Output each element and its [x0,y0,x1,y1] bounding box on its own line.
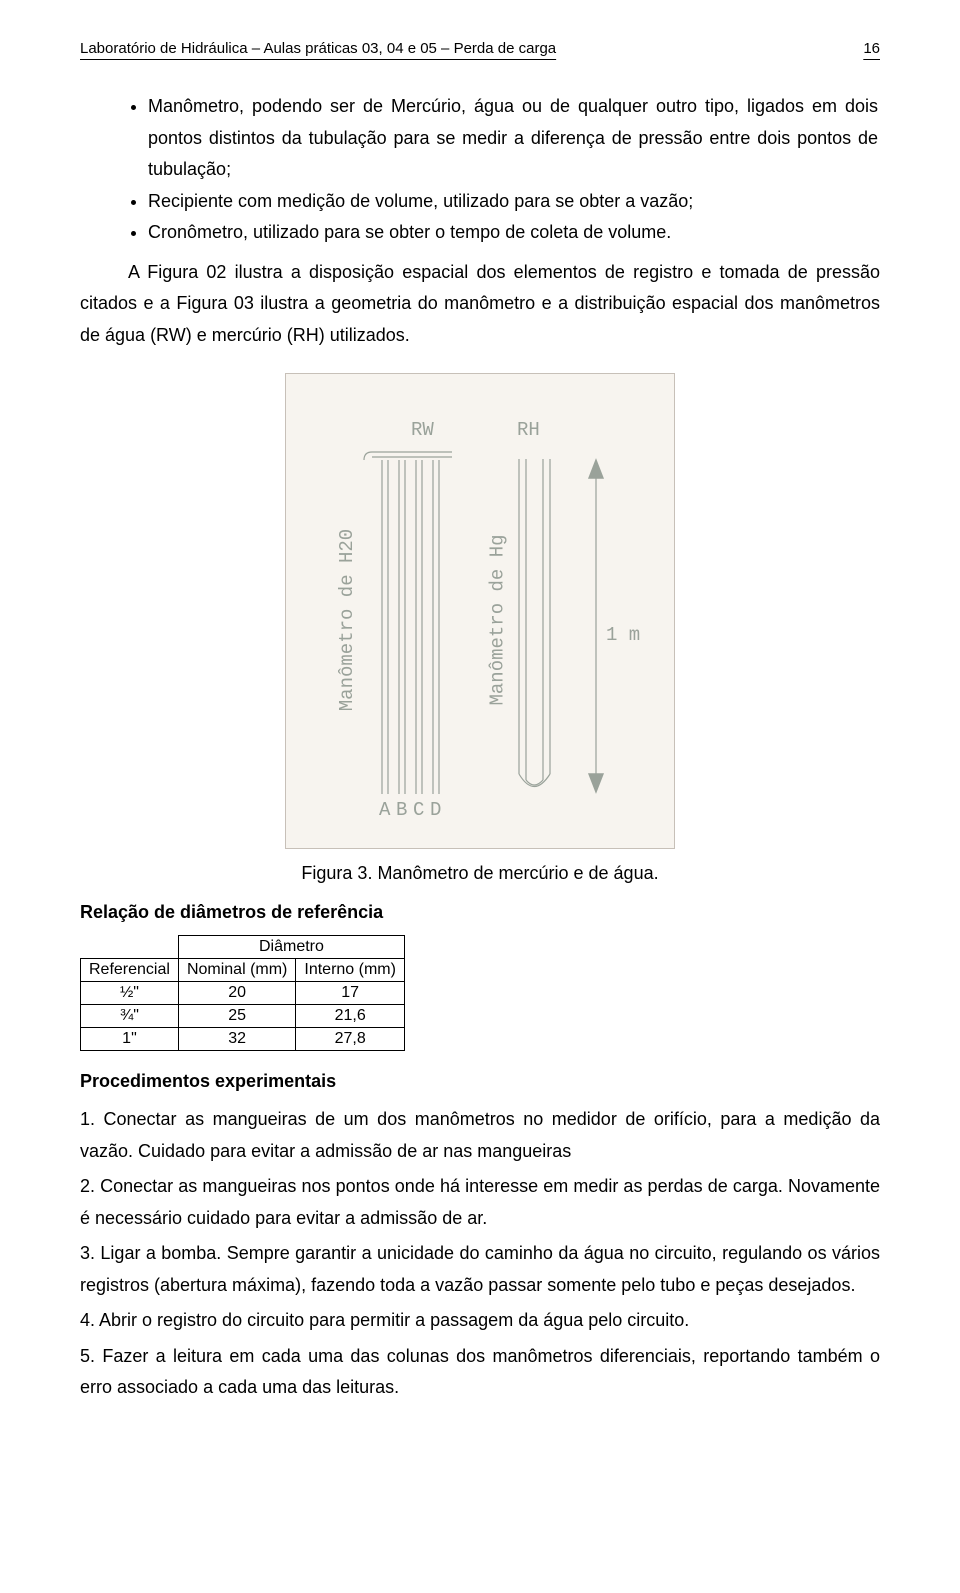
figure-bottom-letter-b: B [396,799,407,821]
procedure-item: 1. Conectar as mangueiras de um dos manô… [80,1104,880,1167]
figure-wrap: RW RH Manômetro de H20 Manômetro de Hg 1… [80,373,880,849]
section-title-procedures: Procedimentos experimentais [80,1071,880,1092]
figure-svg [286,374,674,848]
table-row: ¾" 25 21,6 [81,1005,405,1028]
table-cell: 17 [296,982,405,1005]
section-title-diameters: Relação de diâmetros de referência [80,902,880,923]
procedure-item: 4. Abrir o registro do circuito para per… [80,1305,880,1337]
table-col-header: Nominal (mm) [178,959,295,982]
body-paragraph: A Figura 02 ilustra a disposição espacia… [80,257,880,352]
procedure-item: 2. Conectar as mangueiras nos pontos ond… [80,1171,880,1234]
page-header: Laboratório de Hidráulica – Aulas prátic… [80,40,880,63]
procedure-item: 5. Fazer a leitura em cada uma das colun… [80,1341,880,1404]
table-top-header: Diâmetro [178,936,404,959]
bullet-item: Manômetro, podendo ser de Mercúrio, água… [148,91,880,186]
page-container: Laboratório de Hidráulica – Aulas prátic… [0,0,960,1468]
table-cell: 25 [178,1005,295,1028]
figure-bottom-letter-a: A [379,799,390,821]
table-cell: ¾" [81,1005,179,1028]
table-cell: 1" [81,1028,179,1051]
header-page-number: 16 [863,40,880,57]
table-cell: 27,8 [296,1028,405,1051]
table-cell: 32 [178,1028,295,1051]
diameter-table: Diâmetro Referencial Nominal (mm) Intern… [80,935,405,1051]
figure-diagram: RW RH Manômetro de H20 Manômetro de Hg 1… [285,373,675,849]
bullet-item: Recipiente com medição de volume, utiliz… [148,186,880,218]
table-cell: 21,6 [296,1005,405,1028]
table-col-header: Interno (mm) [296,959,405,982]
bullet-item: Cronômetro, utilizado para se obter o te… [148,217,880,249]
figure-bottom-letter-d: D [430,799,441,821]
figure-caption: Figura 3. Manômetro de mercúrio e de águ… [80,863,880,884]
figure-bottom-letter-c: C [413,799,424,821]
procedure-item: 3. Ligar a bomba. Sempre garantir a unic… [80,1238,880,1301]
table-cell: ½" [81,982,179,1005]
table-col-header: Referencial [81,959,179,982]
bullet-list: Manômetro, podendo ser de Mercúrio, água… [80,91,880,249]
header-title: Laboratório de Hidráulica – Aulas prátic… [80,40,556,57]
table-row: ½" 20 17 [81,982,405,1005]
procedure-list: 1. Conectar as mangueiras de um dos manô… [80,1104,880,1404]
table-cell: 20 [178,982,295,1005]
table-row: 1" 32 27,8 [81,1028,405,1051]
